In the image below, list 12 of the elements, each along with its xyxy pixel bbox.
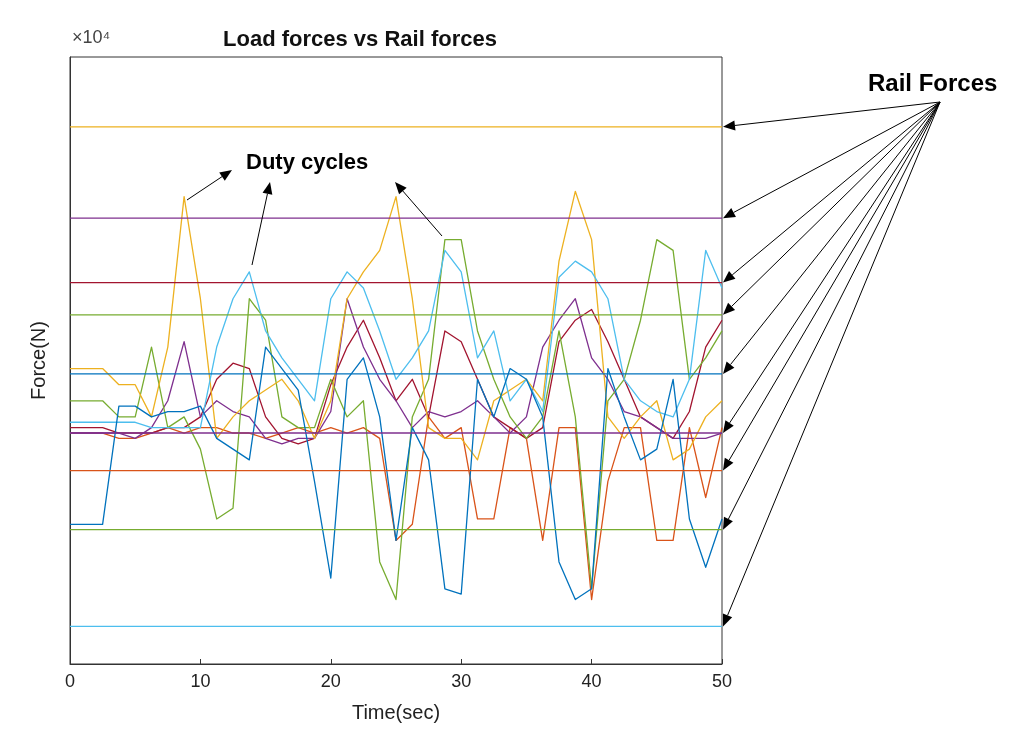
x-tick-label: 10 — [190, 671, 211, 691]
chart-title: Load forces vs Rail forces — [223, 25, 497, 51]
text: Rail Forces — [868, 68, 998, 96]
annotation: Duty cycles — [246, 148, 369, 174]
x-tick-label: 50 — [711, 671, 733, 691]
x-axis-title: Time(sec) — [351, 701, 441, 723]
y-axis-title: Force(N) — [27, 321, 49, 400]
x-tick-label: 30 — [451, 671, 472, 691]
x-tick-label: 0 — [64, 671, 76, 691]
text: ×10⁴ — [72, 27, 111, 47]
x-tick-label: 20 — [320, 671, 341, 691]
x-tick-label: 40 — [581, 671, 602, 691]
